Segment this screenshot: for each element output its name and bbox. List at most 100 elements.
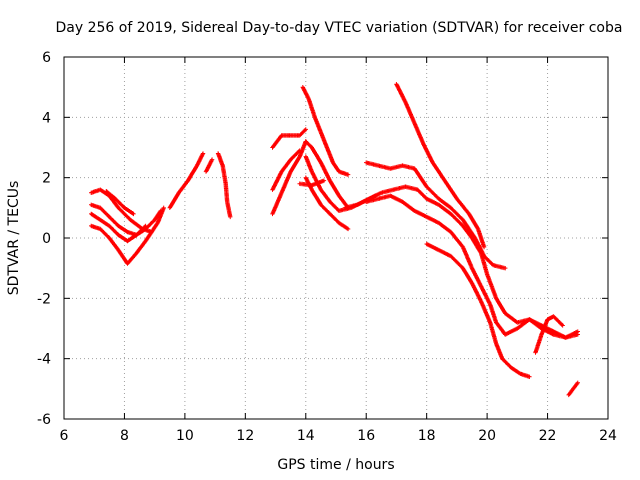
data-point (116, 247, 129, 265)
data-point (223, 181, 230, 203)
data-point (415, 187, 428, 201)
data-point (107, 214, 120, 228)
data-point (321, 178, 327, 183)
data-point (448, 211, 465, 228)
data-point (297, 148, 302, 153)
data-point (134, 239, 148, 256)
x-tick-label: 20 (478, 428, 496, 444)
data-point (303, 139, 314, 149)
data-point (104, 189, 117, 201)
series-arc-16 (297, 178, 327, 188)
data-point (270, 191, 284, 217)
data-point (539, 318, 550, 337)
data-point (533, 333, 544, 355)
x-axis-label: GPS time / hours (277, 457, 394, 473)
data-point (503, 265, 508, 271)
data-point (327, 211, 341, 225)
data-point (107, 235, 120, 252)
data-point (342, 202, 359, 210)
data-point (448, 253, 465, 270)
data-point (303, 127, 308, 132)
data-point (330, 160, 341, 173)
series-arc-5 (104, 189, 136, 217)
series-arc-18 (364, 193, 580, 340)
data-point (89, 187, 102, 195)
data-point (566, 387, 575, 398)
series-arc-7 (203, 157, 215, 174)
axis-ticks (63, 56, 609, 420)
data-point (469, 281, 483, 303)
x-tick-label: 10 (176, 428, 194, 444)
data-point (376, 163, 392, 171)
data-point (203, 158, 214, 174)
data-point (167, 191, 181, 210)
data-point (176, 179, 190, 195)
data-point (518, 371, 531, 379)
data-point (563, 329, 579, 340)
data-point (312, 115, 323, 134)
data-point (487, 302, 498, 324)
series-arc-6 (167, 151, 206, 210)
data-point (288, 149, 302, 162)
series-arc-4 (89, 223, 154, 266)
data-point (194, 152, 205, 168)
data-point (448, 205, 465, 222)
y-tick-label: -6 (37, 412, 51, 428)
x-tick-label: 6 (60, 428, 69, 444)
data-point (143, 230, 154, 244)
data-point (225, 199, 233, 218)
data-point (503, 311, 519, 324)
series-arc-17 (342, 184, 580, 340)
series-arc-22 (533, 314, 565, 355)
data-point (575, 329, 580, 334)
data-point (460, 244, 474, 270)
x-tick-label: 14 (297, 428, 315, 444)
data-point (436, 220, 453, 234)
data-point (149, 229, 154, 235)
data-point (503, 326, 519, 337)
data-point (309, 145, 323, 164)
data-point (575, 380, 580, 385)
series-arc-13 (303, 139, 351, 211)
y-tick-label: -2 (37, 291, 51, 307)
data-point (560, 323, 565, 328)
data-point (478, 284, 492, 306)
data-point (336, 220, 350, 231)
data-point (494, 341, 504, 360)
chart-title: Day 256 of 2019, Sidereal Day-to-day VTE… (56, 20, 623, 36)
data-point (161, 205, 166, 211)
series-arc-20 (394, 82, 487, 250)
data-point (297, 128, 308, 138)
data-point (89, 211, 102, 222)
data-point (460, 223, 474, 240)
data-point (300, 85, 311, 101)
data-point (306, 97, 317, 119)
data-point (424, 184, 441, 201)
data-point (500, 356, 513, 370)
data-point (509, 365, 522, 376)
data-point (336, 169, 350, 177)
data-point (122, 205, 135, 216)
x-tick-label: 22 (539, 428, 557, 444)
data-point (158, 208, 163, 214)
data-points (89, 82, 580, 398)
data-point (460, 266, 474, 285)
x-tick-label: 8 (120, 428, 129, 444)
data-point (571, 381, 580, 391)
data-point (327, 178, 341, 197)
plot-frame (63, 56, 609, 420)
data-point (107, 223, 120, 237)
data-point (318, 130, 329, 149)
data-point (270, 134, 284, 150)
data-point (469, 266, 483, 288)
series-arc-19 (364, 160, 508, 271)
data-point (98, 205, 111, 219)
data-point (128, 217, 144, 231)
data-point (448, 229, 465, 249)
data-point (98, 217, 111, 228)
data-point (475, 226, 486, 249)
data-point (388, 163, 404, 171)
data-point (345, 172, 351, 177)
